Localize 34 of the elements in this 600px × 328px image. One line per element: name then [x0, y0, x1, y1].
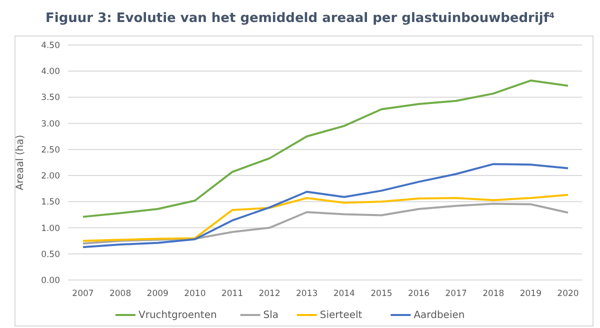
chart-title: Figuur 3: Evolutie van het gemiddeld areaal per glastuinbouwbedrijf$^{4}$: [46, 10, 556, 26]
x-tick-label: 2015: [370, 289, 392, 299]
x-tick-label: 2013: [296, 289, 318, 299]
x-tick-label: 2014: [333, 289, 355, 299]
legend-label: Aardbeien: [414, 310, 465, 321]
legend-label: Vruchtgroenten: [138, 310, 217, 321]
line-series: [82, 163, 569, 248]
y-tick-label: 0.00: [41, 276, 60, 286]
legend-label: Sierteelt: [320, 310, 362, 321]
x-tick-label: 2011: [221, 289, 244, 299]
line-series: [82, 202, 569, 244]
y-tick-label: 2.50: [41, 145, 60, 156]
x-tick-label: 2020: [557, 289, 579, 299]
y-axis-title: Areaal (ha): [15, 134, 26, 190]
y-tick-label: 1.50: [41, 198, 60, 208]
y-tick-label: 3.50: [41, 93, 60, 104]
x-tick-label: 2019: [520, 289, 542, 299]
x-tick-label: 2007: [72, 289, 94, 299]
y-tick-label: 4.00: [41, 67, 60, 78]
y-tick-label: 2.00: [41, 172, 60, 182]
legend-label: Sla: [263, 310, 279, 321]
x-tick-label: 2010: [184, 289, 206, 299]
x-tick-label: 2009: [146, 289, 168, 299]
y-tick-label: 0.50: [41, 250, 60, 260]
x-tick-label: 2016: [408, 289, 430, 299]
y-tick-label: 4.50: [41, 40, 60, 51]
x-tick-label: 2018: [482, 289, 504, 299]
x-tick-label: 2017: [445, 289, 467, 299]
x-tick-label: 2008: [109, 289, 132, 299]
x-tick-label: 2012: [258, 289, 280, 299]
y-tick-label: 1.00: [41, 224, 60, 234]
line-series: [82, 80, 569, 218]
y-tick-label: 3.00: [41, 119, 60, 130]
line-series: [82, 194, 569, 242]
